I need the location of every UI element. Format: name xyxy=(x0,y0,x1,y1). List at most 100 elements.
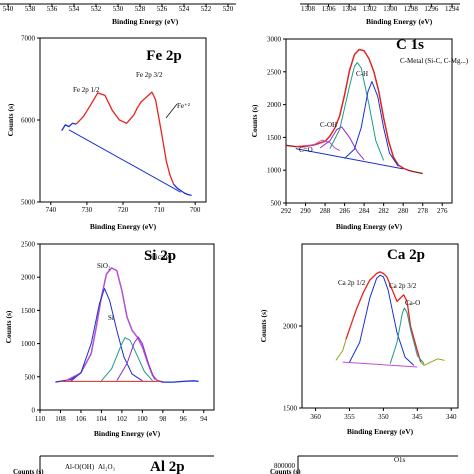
panel-5-annotation: Ca 2p 1/2 xyxy=(338,279,366,287)
panel-1-xtick-label: 1298 xyxy=(404,5,419,13)
panel-2-ytick-label: 6000 xyxy=(21,117,36,125)
panel-0-xtick-label: 522 xyxy=(201,5,212,13)
panel-2-xtick-label: 730 xyxy=(82,206,93,214)
panel-4-ytick-label: 2000 xyxy=(21,274,36,282)
panel-3-ytick-label: 2000 xyxy=(267,101,282,109)
panel-3-xtick-label: 286 xyxy=(339,207,350,215)
panel-0-xtick-label: 532 xyxy=(91,5,102,13)
panel-4-ytick-label: 1500 xyxy=(21,307,36,315)
panel-0-xtick-label: 520 xyxy=(223,5,234,13)
panel-1-xtick-label: 1308 xyxy=(301,5,316,13)
panel-7-annotation: O1s xyxy=(394,456,406,464)
panel-0-xtick-label: 528 xyxy=(135,5,146,13)
panel-7-ytick-label: 800000 xyxy=(274,462,296,470)
panel-4-xtick-label: 108 xyxy=(55,415,66,423)
panel-4-series-envelope xyxy=(65,267,159,382)
panel-5-ytick-label: 2000 xyxy=(283,323,298,331)
panel-4-annotation: Silicates xyxy=(148,253,172,261)
panel-5-xtick-label: 350 xyxy=(378,413,389,421)
panel-1-xtick-label: 1302 xyxy=(363,5,378,13)
panel-5-xtick-label: 360 xyxy=(310,413,321,421)
panel-0-xtick-label: 530 xyxy=(113,5,124,13)
panel-0-xlabel: Binding Energy (eV) xyxy=(112,17,179,26)
panel-5-annotation: Ca-O xyxy=(405,299,420,307)
panel-5-series-ca-2p-1-2 xyxy=(349,274,415,366)
panel-5-xtick-label: 345 xyxy=(412,413,423,421)
panel-5-xtick-label: 340 xyxy=(446,413,457,421)
panel-5-series-raw xyxy=(345,271,422,363)
panel-4-series-sio- xyxy=(70,288,143,382)
panel-3-series-c-metal-si-c-c-mg- xyxy=(344,81,399,167)
panel-3-xtick-label: 282 xyxy=(378,207,389,215)
panel-3-ytick-label: 1500 xyxy=(267,134,282,142)
panel-3-ytick-label: 3000 xyxy=(267,36,282,44)
panel-0-xtick-label: 538 xyxy=(25,5,36,13)
panel-5-frame xyxy=(301,243,459,409)
panel-5-series-background xyxy=(342,361,418,368)
panel-3-xtick-label: 292 xyxy=(281,207,292,215)
panel-3-title: C 1s xyxy=(396,37,424,53)
panel-4-annotation: SiO₂ xyxy=(97,262,111,270)
panel-3-xtick-label: 284 xyxy=(359,207,370,215)
panel-4-xtick-label: 96 xyxy=(180,415,188,423)
panel-4-ytick-label: 2500 xyxy=(21,241,36,249)
panel-7-ylabel: Counts (s) xyxy=(270,468,301,474)
panel-2-ylabel: Counts (s) xyxy=(6,103,15,136)
panel-3-xtick-label: 280 xyxy=(398,207,409,215)
panel-5-series-ca-o xyxy=(389,307,425,365)
panel-1-xtick-label: 1304 xyxy=(342,5,357,13)
panel-5-series-raw-right xyxy=(420,358,445,366)
panel-4-xtick-label: 104 xyxy=(96,415,107,423)
panel-4-xtick-label: 106 xyxy=(76,415,87,423)
panel-4-ytick-label: 500 xyxy=(25,373,36,381)
panel-5-annotation: Ca 2p 3/2 xyxy=(389,282,417,290)
panel-0-xtick-label: 540 xyxy=(3,5,14,13)
panel-3-ytick-label: 1000 xyxy=(267,167,282,175)
panel-2-series-segment-1 xyxy=(61,122,77,132)
panel-3-xtick-label: 276 xyxy=(437,207,448,215)
panel-2-series-background xyxy=(68,129,181,193)
panel-5-series-raw-left xyxy=(335,338,347,361)
panel-2-title: Fe 2p xyxy=(146,48,181,64)
panel-0-xtick-label: 526 xyxy=(157,5,168,13)
panel-7-title: O1s xyxy=(0,0,25,4)
panel-4-ylabel: Counts (s) xyxy=(4,310,13,343)
panel-4-frame xyxy=(39,243,215,411)
panel-0-xtick-label: 534 xyxy=(69,5,80,13)
panel-2-xtick-label: 710 xyxy=(154,206,165,214)
panel-6-ylabel: Counts (s) xyxy=(13,468,44,474)
panel-0-xtick-label: 524 xyxy=(179,5,190,13)
panel-3-ytick-label: 500 xyxy=(271,200,282,208)
panel-4-xtick-label: 100 xyxy=(137,415,148,423)
panel-3-annotation: C-H xyxy=(356,70,368,78)
panel-2-ytick-label: 5000 xyxy=(21,199,36,207)
panel-1-xlabel: Binding Energy (eV) xyxy=(366,17,433,26)
panel-4-ytick-label: 0 xyxy=(32,407,36,415)
panel-3-annotation: C-Metal (Si-C, C-Mg...) xyxy=(400,57,469,65)
panel-0-xtick-label: 536 xyxy=(47,5,58,13)
panel-2-xtick-label: 720 xyxy=(118,206,129,214)
panel-4-xtick-label: 110 xyxy=(35,415,46,423)
panel-2-annotation: Fe 2p 3/2 xyxy=(136,71,163,79)
panel-4-xlabel: Binding Energy (eV) xyxy=(94,429,161,438)
panel-4-xtick-label: 98 xyxy=(159,415,167,423)
panel-5-ylabel: Counts (s) xyxy=(259,309,268,342)
panel-3-ytick-label: 2500 xyxy=(267,68,282,76)
panel-3-annotation: C-OH xyxy=(320,121,337,129)
panel-4-series-silicates xyxy=(101,337,153,382)
panel-5-xtick-label: 355 xyxy=(344,413,355,421)
panel-4-xtick-label: 102 xyxy=(117,415,128,423)
panel-2-annotation-leader xyxy=(165,103,178,119)
panel-3-frame xyxy=(285,38,453,204)
panel-2-series-segment-2 xyxy=(173,183,192,197)
panel-4-ytick-label: 1000 xyxy=(21,340,36,348)
panel-6-annotation: Al-O(OH) xyxy=(65,463,95,471)
panel-3-ylabel: Counts (s) xyxy=(250,104,259,137)
panel-2-ytick-label: 7000 xyxy=(21,35,36,43)
panel-3-series-c-o xyxy=(305,139,340,151)
panel-3-series-c-h xyxy=(329,62,385,161)
panel-5-xlabel: Binding Energy (eV) xyxy=(347,427,414,436)
panel-4-title: Si 2p xyxy=(144,248,176,264)
panel-5-ytick-label: 1500 xyxy=(283,405,298,413)
